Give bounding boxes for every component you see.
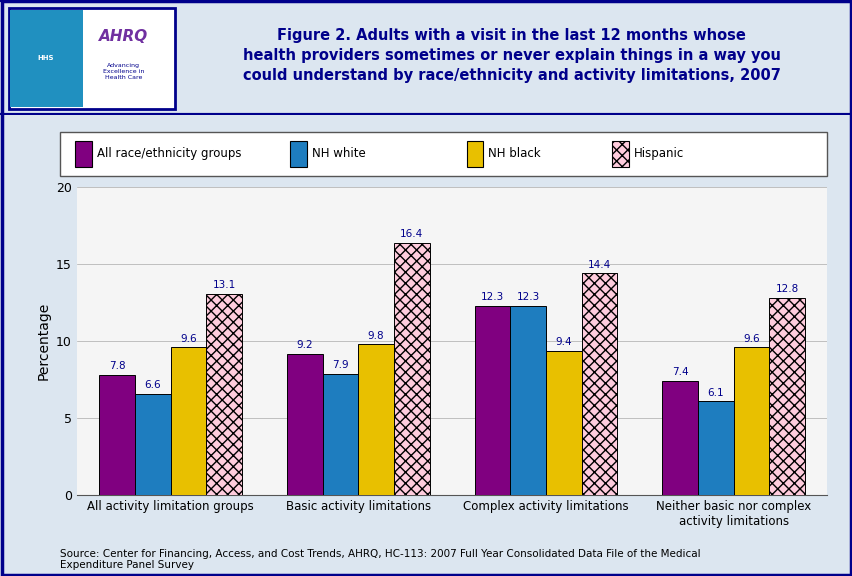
Bar [545,351,581,495]
Text: 7.9: 7.9 [331,360,348,370]
Text: 12.3: 12.3 [515,292,539,302]
Bar [509,306,545,495]
Bar [581,274,617,495]
Text: 7.8: 7.8 [109,361,125,372]
Bar [769,298,804,495]
Text: 9.4: 9.4 [555,337,572,347]
Bar [358,344,394,495]
Text: 9.8: 9.8 [367,331,384,340]
Bar [697,401,733,495]
Text: Hispanic: Hispanic [633,147,683,160]
Bar [322,374,358,495]
Text: HHS: HHS [37,55,55,60]
Text: 9.6: 9.6 [180,334,197,344]
Y-axis label: Percentage: Percentage [37,302,50,380]
Text: 16.4: 16.4 [400,229,423,239]
Bar [474,306,509,495]
Bar [661,381,697,495]
Text: NH black: NH black [487,147,540,160]
Text: 9.2: 9.2 [296,340,313,350]
Bar [290,141,307,167]
Bar [135,393,170,495]
Bar [466,141,483,167]
Bar [75,141,92,167]
Text: 12.8: 12.8 [774,285,797,294]
Text: Figure 2. Adults with a visit in the last 12 months whose
health providers somet: Figure 2. Adults with a visit in the las… [243,28,780,82]
Text: AHRQ: AHRQ [99,29,148,44]
Bar [394,242,429,495]
Text: Source: Center for Financing, Access, and Cost Trends, AHRQ, HC-113: 2007 Full Y: Source: Center for Financing, Access, an… [60,548,699,570]
Bar [99,375,135,495]
FancyBboxPatch shape [10,10,83,107]
FancyBboxPatch shape [60,132,826,176]
Bar [206,294,242,495]
Text: 9.6: 9.6 [742,334,759,344]
Bar [733,347,769,495]
Text: Advancing
Excellence in
Health Care: Advancing Excellence in Health Care [103,63,144,79]
Bar [286,354,322,495]
FancyBboxPatch shape [9,8,175,109]
Text: 6.1: 6.1 [706,388,723,397]
Text: All race/ethnicity groups: All race/ethnicity groups [96,147,241,160]
Text: 14.4: 14.4 [587,260,610,270]
Text: 6.6: 6.6 [144,380,161,390]
Bar [170,347,206,495]
Text: 12.3: 12.3 [481,292,504,302]
Text: 13.1: 13.1 [212,280,235,290]
Text: NH white: NH white [311,147,365,160]
Bar [612,141,629,167]
Text: 7.4: 7.4 [671,367,688,377]
